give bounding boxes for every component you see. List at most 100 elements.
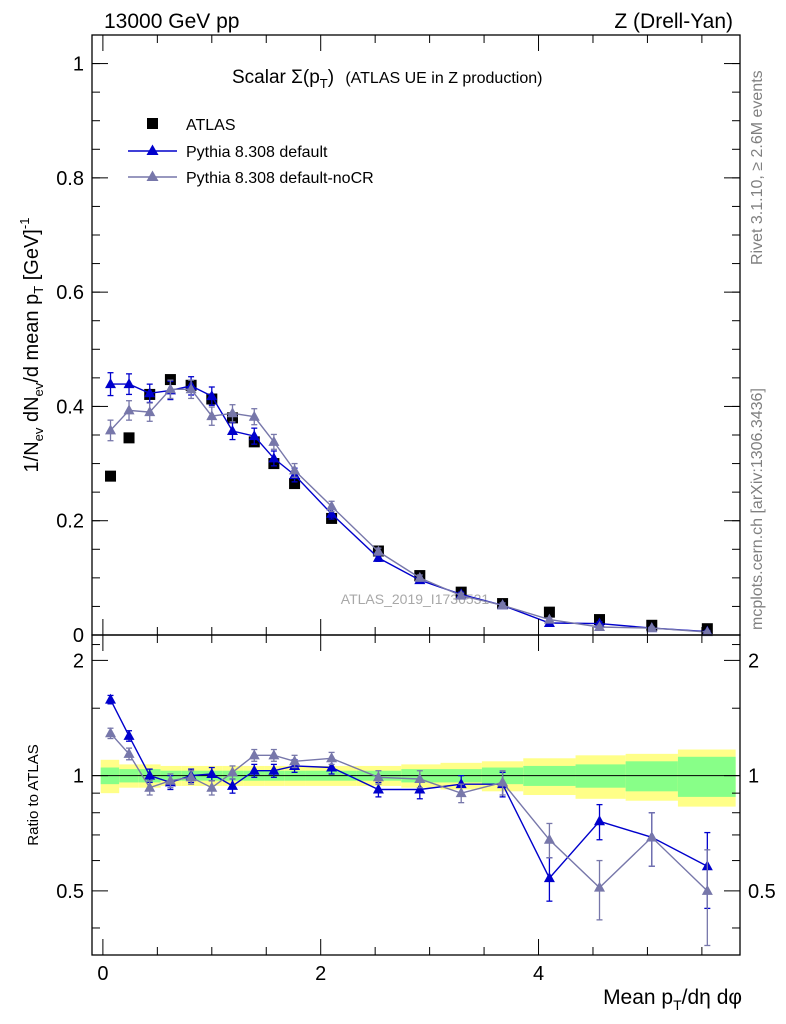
ratio-ytick-label-right: 1 [748, 766, 759, 788]
ratio-y-axis-label: Ratio to ATLAS [25, 744, 42, 845]
data-point-triangle [248, 410, 260, 421]
data-point-triangle [268, 435, 280, 446]
ratio-data-point-triangle [248, 749, 260, 760]
ratio-ytick-label-left: 1 [73, 766, 84, 788]
ratio-data-point-triangle [105, 727, 117, 738]
legend-marker-nocr [146, 170, 159, 181]
data-point-triangle [268, 452, 280, 463]
data-point-triangle [226, 425, 238, 435]
ratio-data-point-triangle [646, 831, 658, 842]
data-point-triangle [543, 613, 555, 624]
main-ytick-label: 0.6 [56, 282, 84, 304]
data-point-square [289, 478, 301, 490]
header-process-right: Z (Drell-Yan) [614, 10, 733, 33]
ratio-data-point-triangle [455, 778, 467, 789]
data-point-triangle [206, 390, 218, 401]
legend-marker-default [146, 144, 159, 155]
data-point-triangle [372, 545, 384, 556]
data-point-square [543, 606, 555, 618]
ratio-data-point-triangle [206, 767, 218, 778]
ratio-data-point-triangle [326, 752, 338, 763]
main-ticks [92, 34, 740, 636]
ratio-data-point-triangle [326, 761, 338, 772]
data-point-triangle [144, 387, 156, 398]
main-ytick-label: 0.4 [56, 396, 84, 418]
ratio-data-point-triangle [226, 766, 238, 777]
ratio-data-point-triangle [414, 772, 426, 783]
main-ytick-label: 0.2 [56, 511, 84, 533]
ratio-data-point-triangle [594, 815, 606, 826]
ratio-data-point-triangle [164, 774, 176, 785]
ratio-data-point-triangle [455, 787, 467, 798]
data-point-triangle [123, 404, 135, 415]
legend: ATLAS Pythia 8.308 default Pythia 8.308 … [128, 117, 374, 187]
ratio-data-point-triangle [144, 781, 156, 792]
plot-title-close: ) [328, 67, 334, 88]
ratio-data-point-triangle [206, 781, 218, 792]
data-point-triangle [497, 599, 509, 610]
ratio-ytick-label-right: 2 [748, 650, 759, 672]
data-point-triangle [455, 589, 467, 600]
main-panel: ATLAS_2019_I1736531 0 0.2 0.4 0.6 0.8 1 Scala… [17, 34, 741, 647]
data-point-triangle [164, 383, 176, 394]
ratio-data-point-triangle [594, 881, 606, 892]
data-point-triangle [248, 430, 260, 441]
ratio-data-point-triangle [226, 779, 238, 790]
ratio-data-point-triangle [543, 833, 555, 844]
legend-marker-atlas [147, 118, 158, 129]
ratio-data-point-triangle [144, 769, 156, 780]
ratio-y-tick-labels: 0.5 0.5 1 1 2 2 [56, 650, 776, 902]
x-axis-label: Mean pT/dη dφ [603, 986, 742, 1013]
plot-title-extra: (ATLAS UE in Z production) [345, 70, 542, 87]
main-ytick-label: 0 [73, 625, 84, 647]
ratio-data-point-triangle [543, 872, 555, 883]
ratio-data-point-triangle [105, 693, 117, 704]
ratio-ytick-label-left: 2 [73, 650, 84, 672]
ratio-data-point-triangle [268, 764, 280, 775]
ratio-data-point-triangle [268, 749, 280, 760]
main-series-group [105, 372, 713, 637]
x-tick-labels: 0 2 4 [97, 963, 544, 985]
side-label-rivet: Rivet 3.1.10, ≥ 2.6M events [749, 70, 766, 265]
x-tick-label: 4 [533, 963, 544, 985]
main-ytick-label: 0.8 [56, 168, 84, 190]
plot-title-main: Scalar Σ(p [232, 67, 320, 88]
ratio-data-point-triangle [497, 776, 509, 787]
legend-label-nocr: Pythia 8.308 default-noCR [186, 170, 374, 187]
data-point-triangle [144, 406, 156, 417]
analysis-watermark: ATLAS_2019_I1736531 [341, 591, 490, 607]
data-point-triangle [414, 571, 426, 582]
ratio-ytick-label-right: 0.5 [748, 881, 776, 903]
data-point-square [105, 470, 117, 482]
data-point-triangle [594, 621, 606, 631]
ratio-frame [91, 634, 741, 956]
ratio-series-group [105, 693, 713, 947]
ratio-series-pythia-8-308-default [105, 693, 713, 910]
data-point-triangle [226, 407, 238, 418]
data-point-square [123, 432, 135, 444]
data-point-triangle [326, 500, 338, 511]
ratio-data-point-triangle [372, 783, 384, 794]
ratio-series-pythia-8-308-default-nocr [105, 727, 713, 947]
ratio-data-point-triangle [289, 755, 301, 766]
ratio-ytick-label-left: 0.5 [56, 881, 84, 903]
side-label-mcplots: mcplots.cern.ch [arXiv:1306.3436] [749, 388, 766, 630]
ratio-data-point-triangle [248, 764, 260, 775]
data-point-triangle [701, 626, 713, 637]
data-point-triangle [372, 551, 384, 562]
x-tick-label: 2 [315, 963, 326, 985]
ratio-data-point-triangle [701, 884, 713, 895]
data-point-triangle [326, 507, 338, 518]
x-tick-label: 0 [97, 963, 108, 985]
plot-title: Scalar Σ(pT) (ATLAS UE in Z production) [232, 67, 542, 91]
band-green-bin [677, 756, 736, 797]
ratio-data-point-triangle [185, 771, 197, 782]
ratio-panel: 0.5 0.5 1 1 2 2 0 2 4 Ratio to ATLAS Mean pT/dη… [25, 634, 776, 1013]
data-point-triangle [289, 464, 301, 475]
header-process-left: 13000 GeV pp [104, 10, 239, 33]
main-y-axis-label: 1/Nev dNev/d mean pT [GeV]-1 [17, 218, 46, 473]
data-point-triangle [185, 383, 197, 394]
ratio-data-point-triangle [414, 783, 426, 794]
legend-label-default: Pythia 8.308 default [186, 144, 328, 161]
